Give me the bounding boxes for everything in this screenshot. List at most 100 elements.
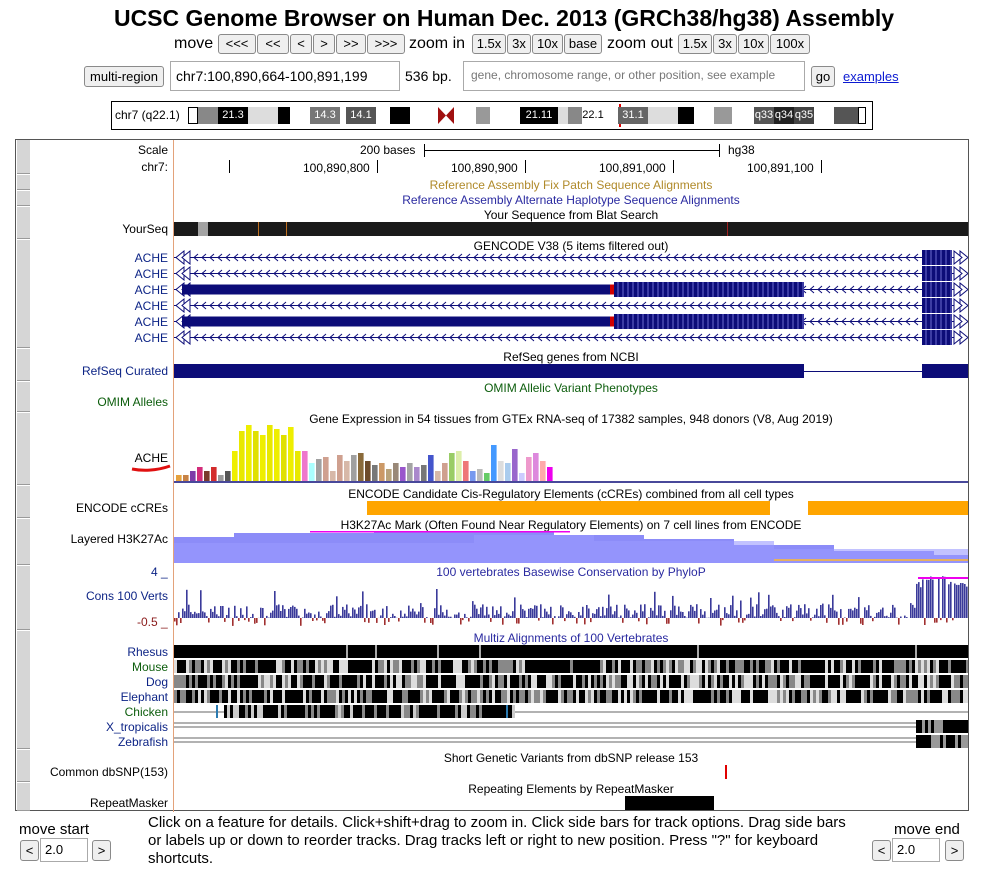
gtex-tissue-bar[interactable] xyxy=(197,467,203,481)
multiz-alignment-elephant[interactable] xyxy=(174,690,968,704)
gtex-tissue-bar[interactable] xyxy=(463,461,469,481)
multiz-alignment-dog[interactable] xyxy=(174,675,968,689)
h3k27ac-signal[interactable] xyxy=(174,531,968,563)
gtex-tissue-bar[interactable] xyxy=(491,445,497,481)
gencode-transcript[interactable] xyxy=(174,330,968,345)
gtex-tissue-bar[interactable] xyxy=(547,467,553,481)
gtex-tissue-bar[interactable] xyxy=(442,463,448,481)
gtex-tissue-bar[interactable] xyxy=(190,471,196,481)
sidebar-dbsnp[interactable] xyxy=(17,750,30,782)
gtex-tissue-bar[interactable] xyxy=(428,455,434,481)
move-end-left-button[interactable]: < xyxy=(872,840,891,861)
gtex-tissue-bar[interactable] xyxy=(246,425,252,481)
move-end-right-button[interactable]: > xyxy=(945,840,964,861)
gencode-transcript[interactable] xyxy=(174,282,968,297)
examples-link[interactable]: examples xyxy=(843,69,899,84)
chromosome-ideogram[interactable]: chr7 (q22.1) 21.3 14.3 14.1 21.11 22.1 3… xyxy=(111,101,873,130)
track-label-gencode-ache[interactable]: ACHE xyxy=(134,315,168,329)
gtex-tissue-bar[interactable] xyxy=(204,471,210,481)
move-start-left-button[interactable]: < xyxy=(20,840,39,861)
gtex-tissue-bar[interactable] xyxy=(498,461,504,481)
sidebar-encode[interactable] xyxy=(17,486,30,518)
track-label-omim[interactable]: OMIM Alleles xyxy=(97,395,168,409)
multiz-alignment-x_tropicalis[interactable] xyxy=(174,720,968,734)
sidebar-multiz[interactable] xyxy=(17,631,30,749)
blat-alignment-bar[interactable] xyxy=(174,222,968,236)
sidebar-rmsk[interactable] xyxy=(17,783,30,811)
gtex-tissue-bar[interactable] xyxy=(295,451,301,481)
gtex-tissue-bar[interactable] xyxy=(225,471,231,481)
track-label-multiz-mouse[interactable]: Mouse xyxy=(131,660,168,674)
gtex-tissue-bar[interactable] xyxy=(316,459,322,481)
snp-variant[interactable] xyxy=(725,765,727,779)
sidebar-gencode[interactable] xyxy=(17,240,30,348)
gtex-tissue-bar[interactable] xyxy=(365,461,371,481)
move-right-button[interactable]: >> xyxy=(336,34,366,54)
track-label-multiz-dog[interactable]: Dog xyxy=(145,675,168,689)
track-label-gencode-ache[interactable]: ACHE xyxy=(134,331,168,345)
gtex-tissue-bar[interactable] xyxy=(344,461,350,481)
gtex-tissue-bar[interactable] xyxy=(386,469,392,481)
sidebar-omim[interactable] xyxy=(17,382,30,412)
move-start-input[interactable]: 2.0 xyxy=(40,838,88,862)
go-button[interactable]: go xyxy=(811,66,835,87)
move-end-input[interactable]: 2.0 xyxy=(892,838,940,862)
sidebar-refseq[interactable] xyxy=(17,349,30,381)
move-left-button[interactable]: << xyxy=(257,34,289,54)
move-far-right-button[interactable]: >>> xyxy=(367,34,405,54)
track-label-multiz-zebrafish[interactable]: Zebrafish xyxy=(117,735,168,749)
gtex-tissue-bar[interactable] xyxy=(232,451,238,481)
multiz-alignment-mouse[interactable] xyxy=(174,660,968,674)
track-label-gencode-ache[interactable]: ACHE xyxy=(134,299,168,313)
gtex-tissue-bar[interactable] xyxy=(253,431,259,481)
gtex-tissue-bar[interactable] xyxy=(393,463,399,481)
encode-ccre-row[interactable] xyxy=(174,501,968,515)
track-label-refseq[interactable]: RefSeq Curated xyxy=(81,364,168,378)
move-start-right-button[interactable]: > xyxy=(92,840,111,861)
gtex-tissue-bar[interactable] xyxy=(330,471,336,481)
zoom-out-10x-button[interactable]: 10x xyxy=(738,34,769,54)
gtex-tissue-bar[interactable] xyxy=(526,457,532,481)
move-nudge-left-button[interactable]: < xyxy=(290,34,312,54)
zoom-in-3x-button[interactable]: 3x xyxy=(507,34,531,54)
gtex-tissue-bar[interactable] xyxy=(183,475,189,481)
gtex-tissue-bar[interactable] xyxy=(218,475,224,481)
gtex-tissue-bar[interactable] xyxy=(449,453,455,481)
gtex-tissue-bar[interactable] xyxy=(400,467,406,481)
gtex-tissue-bar[interactable] xyxy=(477,469,483,481)
track-label-gencode-ache[interactable]: ACHE xyxy=(134,251,168,265)
gtex-tissue-bar[interactable] xyxy=(239,431,245,481)
track-label-yourseq[interactable]: YourSeq xyxy=(122,222,168,236)
refseq-gene-ache[interactable] xyxy=(174,364,968,378)
track-panel[interactable]: Scale chr7: 200 bases hg38 100,890,800 1… xyxy=(15,139,969,812)
track-label-gencode-ache[interactable]: ACHE xyxy=(134,267,168,281)
sidebar-ruler[interactable] xyxy=(17,140,30,174)
sidebar-phylop[interactable] xyxy=(17,566,30,630)
sidebar-blat[interactable] xyxy=(17,207,30,239)
gtex-tissue-bar[interactable] xyxy=(505,463,511,481)
multiz-alignment-rhesus[interactable] xyxy=(174,645,968,659)
gtex-tissue-bar[interactable] xyxy=(435,471,441,481)
ccre-element[interactable] xyxy=(808,501,968,515)
track-label-encode[interactable]: ENCODE cCREs xyxy=(75,501,168,515)
gencode-transcript[interactable] xyxy=(174,250,968,265)
track-label-multiz-chicken[interactable]: Chicken xyxy=(124,705,168,719)
gtex-tissue-bar[interactable] xyxy=(351,455,357,481)
gtex-tissue-bar[interactable] xyxy=(302,451,308,481)
gtex-tissue-bar[interactable] xyxy=(267,425,273,481)
gtex-tissue-bar[interactable] xyxy=(533,453,539,481)
track-label-multiz-rhesus[interactable]: Rhesus xyxy=(127,645,168,659)
zoom-out-100x-button[interactable]: 100x xyxy=(770,34,810,54)
track-label-cons[interactable]: Cons 100 Verts xyxy=(85,589,168,603)
zoom-in-1-5x-button[interactable]: 1.5x xyxy=(472,34,506,54)
sidebar-gtex[interactable] xyxy=(17,413,30,485)
repeat-element[interactable] xyxy=(625,796,714,810)
phylop-signal[interactable] xyxy=(174,575,968,629)
ccre-element[interactable] xyxy=(367,501,770,515)
position-input[interactable]: chr7:100,890,664-100,891,199 xyxy=(170,61,400,91)
sidebar-alt-haplo[interactable] xyxy=(17,191,30,206)
gtex-tissue-bar[interactable] xyxy=(470,471,476,481)
gencode-transcript[interactable] xyxy=(174,266,968,281)
gtex-tissue-bar[interactable] xyxy=(176,475,182,481)
track-label-dbsnp[interactable]: Common dbSNP(153) xyxy=(49,765,168,779)
